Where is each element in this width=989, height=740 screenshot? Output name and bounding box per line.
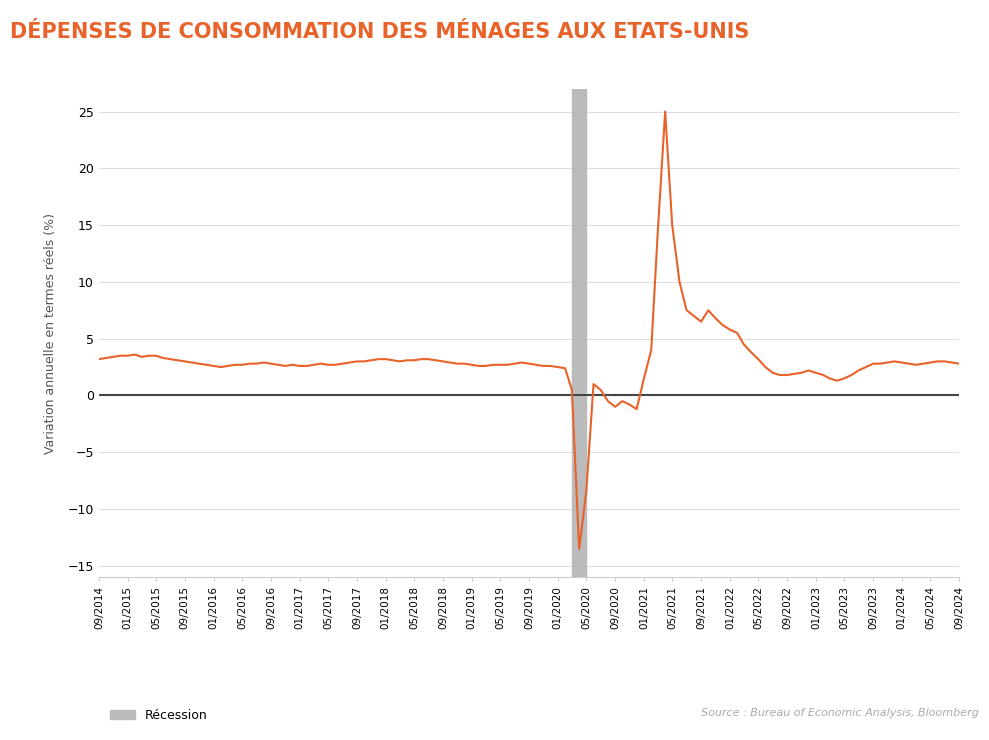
Legend: Récession: Récession	[105, 704, 213, 727]
Y-axis label: Variation annuelle en termes réels (%): Variation annuelle en termes réels (%)	[44, 212, 56, 454]
Text: Source : Bureau of Economic Analysis, Bloomberg: Source : Bureau of Economic Analysis, Bl…	[701, 707, 979, 718]
Bar	[572, 89, 586, 577]
Text: DÉPENSES DE CONSOMMATION DES MÉNAGES AUX ETATS-UNIS: DÉPENSES DE CONSOMMATION DES MÉNAGES AUX…	[10, 22, 750, 42]
